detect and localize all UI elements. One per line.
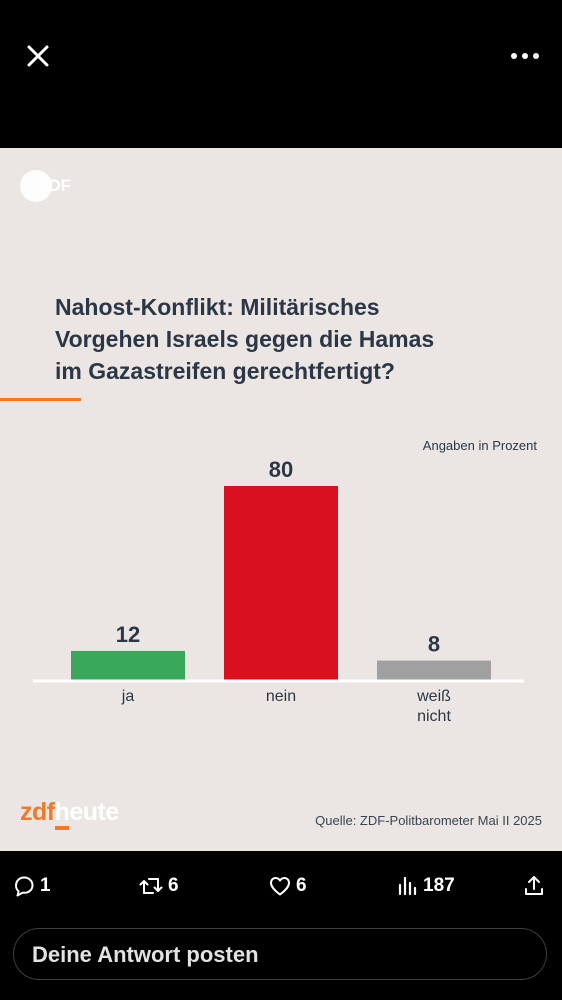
infographic-image[interactable]: ZDF Nahost-Konflikt: Militärisches Vorge… (0, 148, 562, 851)
reply-input[interactable]: Deine Antwort posten (13, 928, 547, 980)
bar-chart: Angaben in Prozent 12 ja 80 nein 8 weiß nicht (33, 438, 538, 725)
reply-count: 1 (40, 875, 51, 896)
views-count: 187 (423, 875, 455, 896)
top-bar (0, 0, 562, 148)
category-label: weiß (416, 688, 451, 705)
chart-title-line: Nahost-Konflikt: Militärisches (55, 294, 380, 320)
repost-button[interactable]: 6 (138, 873, 179, 899)
data-label: 12 (116, 622, 140, 647)
repost-count: 6 (168, 875, 179, 896)
chart-title-line: Vorgehen Israels gegen die Hamas (55, 326, 435, 352)
zdfheute-logo: zdfheute (20, 798, 119, 826)
data-label: 80 (269, 457, 293, 482)
unit-note: Angaben in Prozent (423, 438, 538, 453)
like-button[interactable]: 6 (268, 873, 307, 899)
zdf-logo: ZDF (20, 170, 84, 202)
like-count: 6 (296, 875, 307, 896)
chart-title: Nahost-Konflikt: Militärisches Vorgehen … (55, 291, 525, 387)
category-label: nein (266, 688, 296, 705)
reply-icon (15, 876, 34, 897)
bar (71, 650, 185, 680)
category-label: ja (121, 688, 135, 705)
share-button[interactable] (523, 873, 545, 899)
share-icon (525, 876, 543, 895)
close-button[interactable] (24, 42, 52, 70)
accent-rule (0, 398, 81, 401)
data-label: 8 (428, 632, 440, 657)
views-icon (398, 876, 417, 896)
source-note: Quelle: ZDF-Politbarometer Mai II 2025 (315, 813, 542, 828)
heart-icon (270, 877, 290, 896)
bar (377, 660, 491, 680)
reply-input-placeholder: Deine Antwort posten (32, 942, 259, 967)
views-button[interactable]: 187 (397, 873, 455, 899)
reply-button[interactable]: 1 (12, 873, 51, 899)
category-label: nicht (417, 708, 451, 725)
bar (224, 486, 338, 680)
more-horizontal-icon (511, 53, 539, 59)
chart-title-line: im Gazastreifen gerechtfertigt? (55, 358, 395, 384)
repost-icon (139, 878, 163, 894)
more-options-button[interactable] (508, 46, 542, 66)
action-bar: 1 6 6 187 (0, 851, 562, 921)
close-icon (27, 45, 49, 67)
